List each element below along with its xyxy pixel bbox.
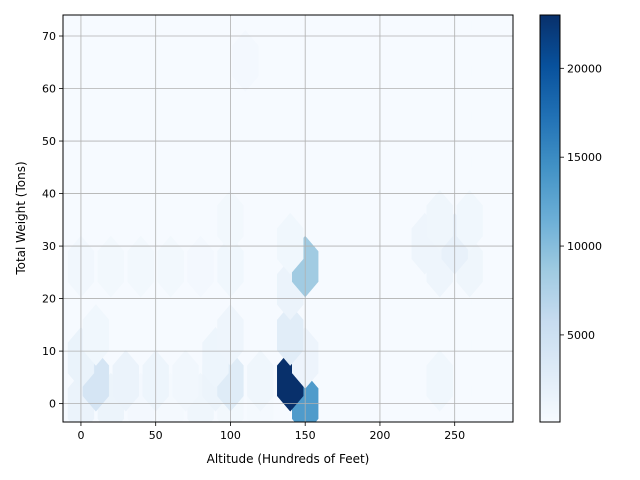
hex-cell-background bbox=[38, 0, 64, 23]
y-tick-label: 60 bbox=[42, 83, 56, 96]
hex-cell-background bbox=[172, 15, 199, 47]
y-tick-label: 70 bbox=[42, 30, 56, 43]
x-tick-label: 50 bbox=[149, 429, 163, 442]
hex-cell bbox=[157, 235, 184, 298]
hex-cell-background bbox=[63, 15, 80, 47]
hex-cell-background bbox=[411, 15, 438, 47]
hex-cell-background bbox=[517, 236, 543, 297]
x-tick-label: 100 bbox=[220, 429, 241, 442]
hex-cell bbox=[187, 235, 214, 298]
hex-cell-background bbox=[112, 15, 139, 47]
colorbar-ticks: 5000 10000 15000 20000 bbox=[560, 62, 602, 342]
hex-cell bbox=[426, 190, 453, 252]
hex-cell-background bbox=[402, 15, 417, 24]
hex-cell-background bbox=[262, 15, 289, 47]
x-tick-label: 200 bbox=[369, 429, 390, 442]
hex-cell-background bbox=[517, 145, 543, 206]
hex-cells bbox=[38, 0, 543, 434]
hex-cell bbox=[82, 304, 110, 366]
hex-cell-background bbox=[283, 15, 298, 24]
hex-cell bbox=[127, 235, 154, 298]
hex-cell bbox=[112, 349, 139, 412]
hex-cell-background bbox=[501, 15, 513, 45]
hex-cell bbox=[172, 349, 199, 412]
colorbar bbox=[539, 14, 561, 423]
grid bbox=[63, 15, 513, 422]
x-axis-label: Altitude (Hundreds of Feet) bbox=[207, 452, 370, 466]
y-tick-label: 50 bbox=[42, 135, 56, 148]
hex-cell-background bbox=[517, 373, 543, 434]
colorbar-tick-label: 20000 bbox=[567, 62, 602, 75]
y-tick-label: 0 bbox=[49, 398, 56, 411]
hex-cell-background bbox=[321, 15, 349, 47]
hex-cell-background bbox=[432, 15, 447, 24]
axes: 0 50 100 150 200 250 0 10 20 30 40 50 60 70 bbox=[42, 30, 465, 442]
hex-cell-background bbox=[462, 15, 477, 24]
y-tick-label: 10 bbox=[42, 345, 56, 358]
y-axis-label: Total Weight (Tons) bbox=[14, 161, 28, 275]
hex-cell-background bbox=[517, 53, 543, 114]
hex-cell-background bbox=[351, 15, 379, 47]
colorbar-tick-label: 10000 bbox=[567, 240, 602, 253]
hex-cell-background bbox=[492, 15, 507, 24]
hex-cell-background bbox=[517, 190, 543, 251]
hex-cell-background bbox=[133, 15, 148, 24]
hex-cell-background bbox=[63, 295, 65, 330]
plot-frame bbox=[62, 14, 514, 423]
hex-cell-background bbox=[517, 0, 543, 23]
x-tick-label: 150 bbox=[295, 429, 316, 442]
x-tick-label: 250 bbox=[444, 429, 465, 442]
hex-cell-background bbox=[517, 282, 543, 343]
hex-cell-background bbox=[517, 99, 543, 160]
hex-cell bbox=[426, 349, 453, 412]
hex-cell-background bbox=[193, 15, 208, 24]
hex-cell-background bbox=[63, 112, 65, 147]
hex-cell bbox=[232, 30, 259, 92]
hex-cell-background bbox=[253, 15, 268, 24]
x-tick-label: 0 bbox=[77, 429, 84, 442]
hex-cell bbox=[277, 304, 304, 366]
hex-cell-background bbox=[163, 15, 178, 24]
y-tick-label: 20 bbox=[42, 293, 56, 306]
hex-cell-background bbox=[517, 8, 543, 69]
y-tick-label: 40 bbox=[42, 188, 56, 201]
hex-cell-background bbox=[202, 15, 229, 47]
hex-cell-background bbox=[343, 15, 358, 24]
hex-cell bbox=[456, 190, 483, 252]
hex-cell-background bbox=[103, 15, 118, 24]
hex-cell bbox=[97, 235, 125, 298]
hex-cell-background bbox=[471, 15, 498, 47]
hex-cell bbox=[247, 349, 274, 412]
hex-cell-background bbox=[517, 327, 543, 388]
hex-cell-background bbox=[381, 15, 409, 47]
colorbar-tick-label: 15000 bbox=[567, 151, 602, 164]
hex-cell-background bbox=[82, 15, 110, 47]
y-tick-label: 30 bbox=[42, 240, 56, 253]
hex-cell bbox=[277, 212, 304, 275]
colorbar-tick-label: 5000 bbox=[567, 329, 595, 342]
hex-cell-background bbox=[313, 15, 328, 24]
